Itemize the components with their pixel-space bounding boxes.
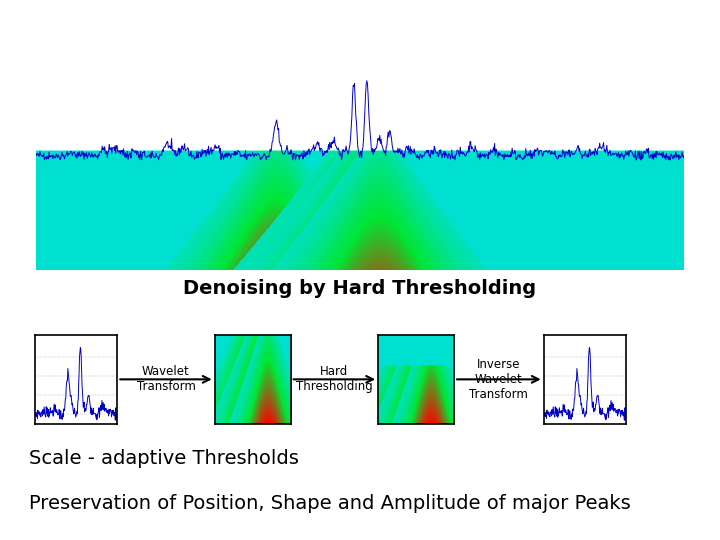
Text: Preservation of Position, Shape and Amplitude of major Peaks: Preservation of Position, Shape and Ampl… (29, 494, 631, 513)
Text: Wavelet Methods: Wavelet Methods (11, 15, 256, 39)
Text: Wavelet
Transform: Wavelet Transform (137, 366, 195, 393)
Text: Inverse
Wavelet
Transform: Inverse Wavelet Transform (469, 358, 528, 401)
Text: Denoising by Hard Thresholding: Denoising by Hard Thresholding (184, 279, 536, 299)
Text: Scale - adaptive Thresholds: Scale - adaptive Thresholds (29, 449, 299, 469)
Text: Hard
Thresholding: Hard Thresholding (296, 366, 373, 393)
Text: for Denoising Proteomics Spectra: for Denoising Proteomics Spectra (189, 15, 614, 39)
